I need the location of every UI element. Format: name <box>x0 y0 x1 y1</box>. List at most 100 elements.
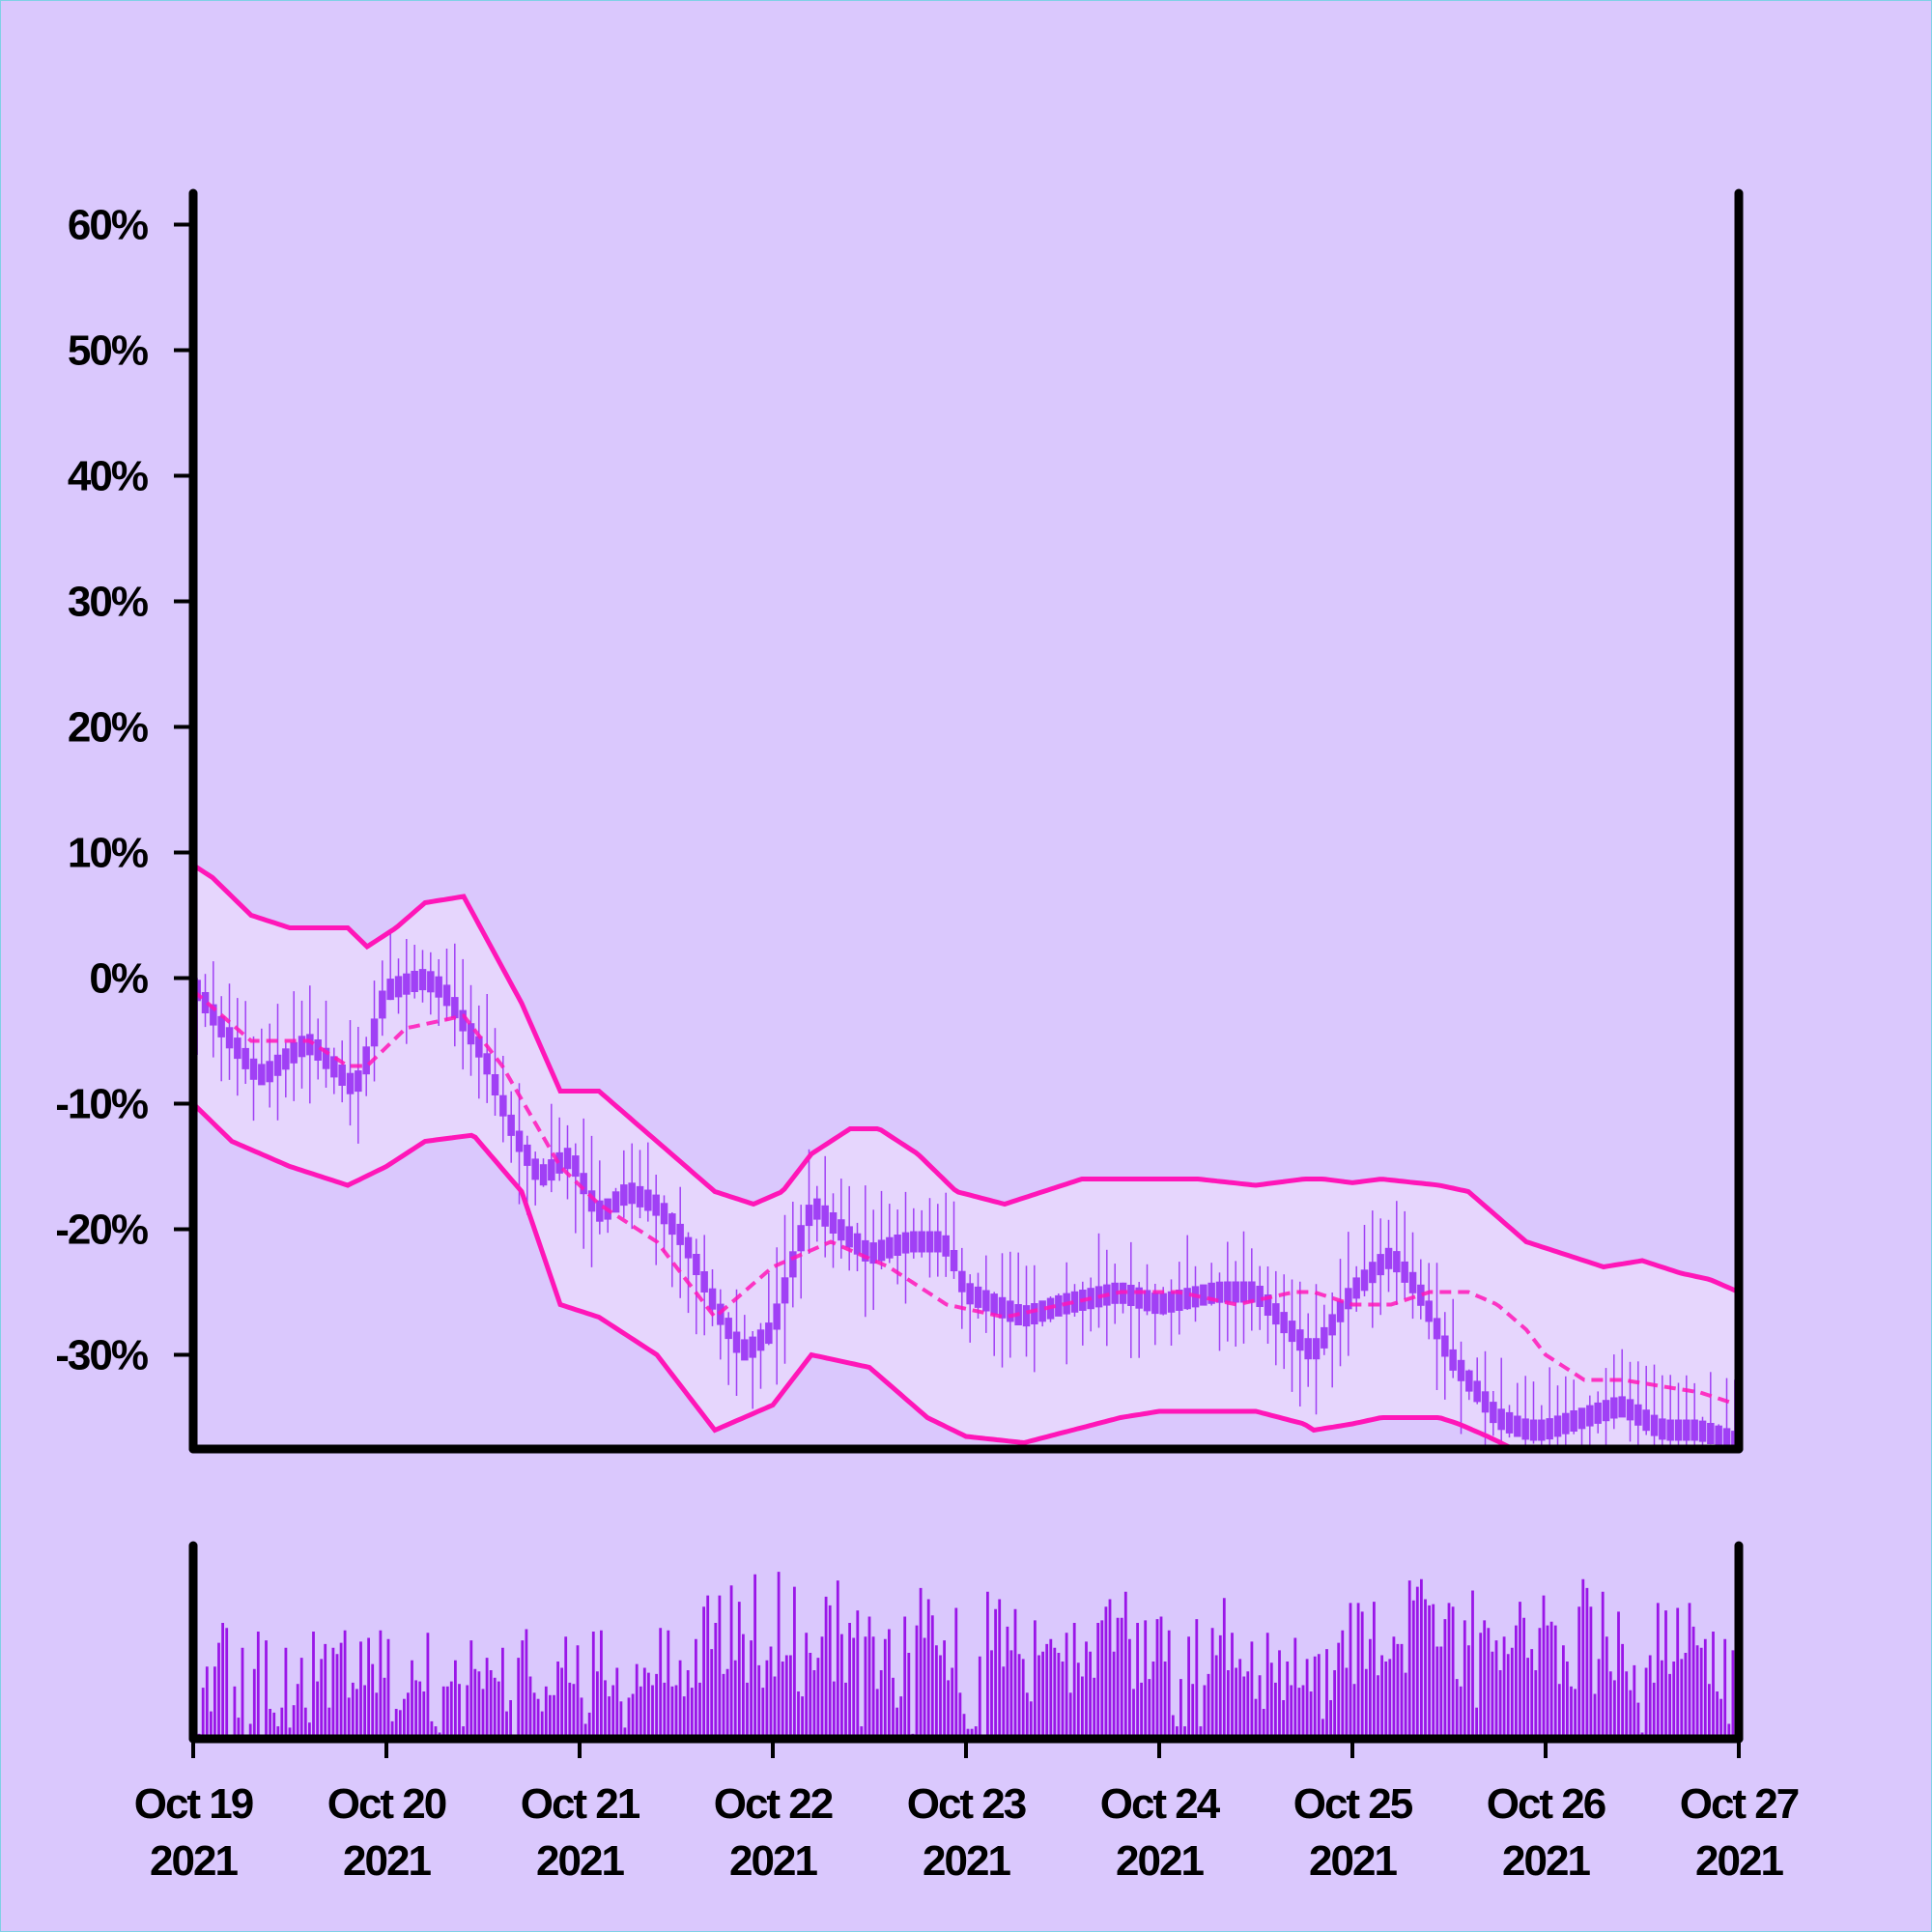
candle <box>427 952 435 1015</box>
candle-body <box>918 1231 925 1253</box>
candle-body <box>394 976 403 998</box>
candle <box>982 1255 990 1333</box>
candle <box>1256 1265 1264 1330</box>
candle-body <box>805 1205 813 1227</box>
candle-body <box>210 1004 217 1026</box>
candle <box>338 1040 346 1103</box>
candle <box>668 1212 676 1288</box>
candle <box>797 1205 805 1299</box>
candle-body <box>572 1155 580 1178</box>
candle <box>813 1185 821 1242</box>
candle <box>290 991 298 1101</box>
candle <box>1683 1375 1690 1448</box>
candle <box>853 1222 862 1271</box>
candle-body <box>596 1200 604 1222</box>
candle-body <box>829 1212 838 1234</box>
candle-body <box>845 1226 853 1248</box>
x-tick-label: Oct 23 <box>907 1780 1026 1828</box>
candle <box>1288 1279 1296 1392</box>
candle <box>386 930 394 1001</box>
candle-body <box>201 992 210 1013</box>
candle <box>1521 1376 1529 1449</box>
candle-body <box>1417 1284 1425 1306</box>
candle-body <box>1264 1294 1272 1316</box>
candle <box>242 1001 249 1084</box>
candle <box>394 958 403 1014</box>
bollinger-bands <box>193 865 1739 1449</box>
candle-body <box>1321 1326 1328 1349</box>
candle <box>1505 1405 1514 1438</box>
candle-body <box>1352 1277 1360 1299</box>
candle-body <box>1433 1318 1441 1340</box>
candle <box>1055 1293 1063 1317</box>
candle-body <box>1377 1254 1384 1276</box>
candle-body <box>475 1036 483 1058</box>
candle <box>1457 1341 1465 1435</box>
candle <box>580 1118 587 1249</box>
candle-body <box>499 1094 507 1117</box>
candle-body <box>1690 1419 1698 1441</box>
candle-body <box>1481 1391 1490 1413</box>
candle <box>499 1056 507 1143</box>
candle-body <box>765 1322 773 1345</box>
candle-body <box>877 1239 886 1262</box>
candle <box>1490 1391 1497 1436</box>
candle <box>684 1232 693 1314</box>
candle-body <box>990 1293 998 1316</box>
candle-body <box>427 971 435 993</box>
candle-body <box>1562 1412 1570 1435</box>
candle <box>531 1151 539 1206</box>
candle-body <box>370 1018 379 1047</box>
candle-body <box>539 1164 548 1186</box>
candle <box>1594 1391 1602 1434</box>
candle-body <box>1553 1415 1562 1437</box>
candle <box>1224 1241 1232 1342</box>
candle-body <box>483 1053 491 1075</box>
x-tick-year: 2021 <box>1502 1837 1590 1885</box>
candle <box>1143 1264 1151 1316</box>
candle-body <box>1176 1290 1183 1311</box>
candle <box>749 1331 756 1409</box>
candle-body <box>435 976 442 998</box>
candle-body <box>1232 1281 1239 1303</box>
y-tick-label: 20% <box>68 704 148 752</box>
candle <box>1239 1231 1248 1344</box>
candle-body <box>1546 1418 1553 1440</box>
candle <box>765 1272 773 1346</box>
candle-body <box>515 1130 524 1152</box>
candle <box>1546 1367 1553 1449</box>
candle-body <box>411 971 418 992</box>
candle-body <box>1369 1262 1377 1284</box>
candle-body <box>1360 1269 1369 1292</box>
candle <box>781 1214 789 1364</box>
x-tick-label: Oct 25 <box>1293 1780 1413 1828</box>
candle <box>998 1253 1007 1368</box>
candle-body <box>1167 1291 1176 1313</box>
candle <box>587 1135 596 1267</box>
candle <box>1312 1284 1321 1415</box>
candle <box>411 945 418 999</box>
candle <box>1111 1264 1119 1324</box>
candle <box>1038 1300 1046 1327</box>
x-tick-label: Oct 22 <box>714 1780 833 1828</box>
candle-body <box>386 979 394 1001</box>
x-tick-label: Oct 20 <box>327 1780 446 1828</box>
candle <box>676 1186 684 1298</box>
candle <box>475 1005 483 1099</box>
candle <box>1441 1312 1449 1400</box>
candle <box>1473 1357 1481 1405</box>
candle-body <box>781 1277 789 1304</box>
candle-body <box>1055 1294 1063 1317</box>
candle <box>942 1192 950 1277</box>
candle <box>370 980 379 1082</box>
candle-body <box>749 1336 756 1358</box>
x-tick-year: 2021 <box>729 1837 817 1885</box>
candle <box>1248 1248 1256 1331</box>
candle <box>918 1209 925 1258</box>
candle-body <box>258 1064 266 1086</box>
candle <box>298 1000 306 1089</box>
candle-body <box>958 1270 966 1293</box>
x-tick-label: Oct 24 <box>1100 1780 1221 1828</box>
candle-body <box>1618 1396 1626 1418</box>
